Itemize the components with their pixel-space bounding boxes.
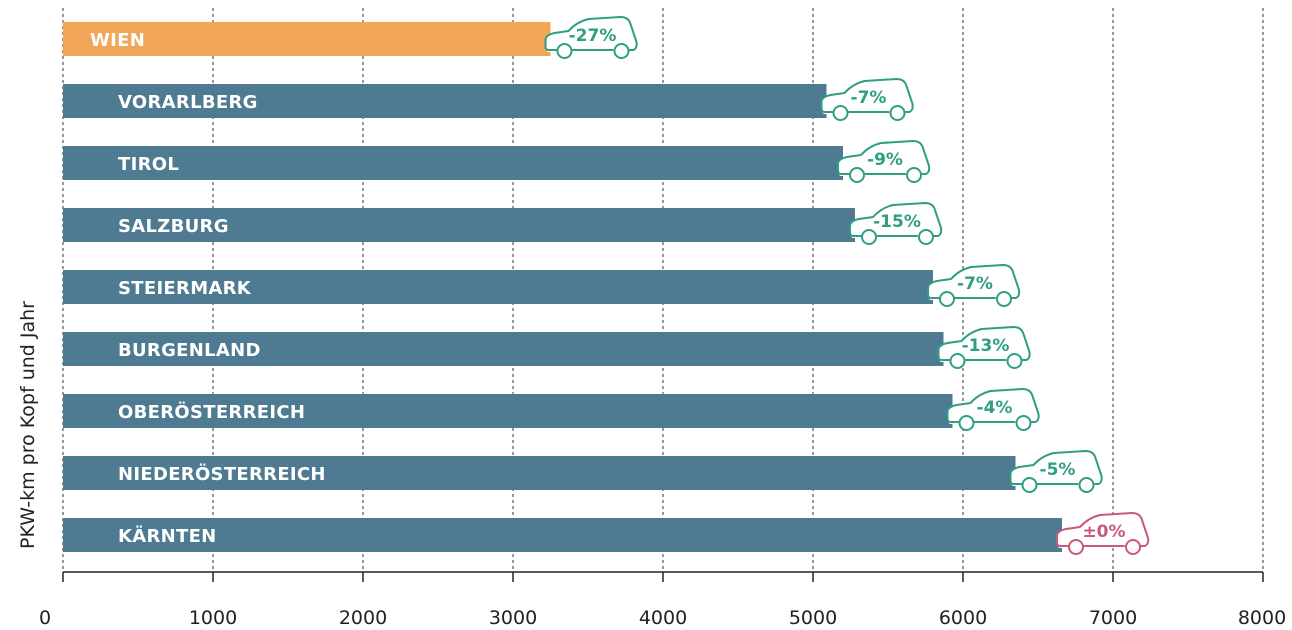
car-icon-fill	[545, 17, 637, 52]
x-tick-label: 4000	[639, 607, 687, 629]
x-tick-label: 3000	[489, 607, 537, 629]
x-tick-label: 5000	[789, 607, 837, 629]
car-wheel-icon	[849, 167, 865, 183]
car-icon-fill	[1057, 513, 1149, 548]
bar-label: WIEN	[90, 30, 145, 51]
car-wheel-icon	[832, 105, 849, 121]
car-icon	[946, 388, 1040, 423]
car-icon	[927, 264, 1021, 299]
car-wheel-icon	[1006, 353, 1023, 369]
x-tick-label: 7000	[1089, 607, 1137, 629]
change-badge: -5%	[1009, 450, 1103, 493]
car-wheel-icon	[958, 415, 975, 431]
car-wheel-icon	[1015, 415, 1032, 431]
bar-label: NIEDERÖSTERREICH	[118, 463, 326, 485]
car-icon	[849, 202, 943, 237]
car-wheel-icon	[613, 43, 630, 59]
car-wheel-icon	[1021, 477, 1038, 493]
change-label: -4%	[977, 398, 1013, 418]
car-wheel-icon	[906, 167, 922, 183]
car-wheel-icon	[1078, 477, 1095, 493]
change-label: ±0%	[1082, 522, 1125, 542]
change-badge: ±0%	[1056, 512, 1150, 555]
x-tick-label: 0	[39, 607, 51, 629]
car-wheel-icon	[939, 291, 955, 307]
bar	[63, 146, 843, 180]
change-badge: -13%	[937, 326, 1031, 369]
bar-label: VORARLBERG	[118, 92, 258, 113]
car-icon	[937, 326, 1031, 361]
car-wheel-icon	[996, 291, 1012, 307]
car-icon	[1056, 512, 1150, 547]
change-badge: -27%	[544, 16, 638, 59]
bar-label: KÄRNTEN	[118, 525, 217, 547]
car-wheel-icon	[918, 229, 934, 245]
bars: WIEN -27% VORARLBERG -7% TIROL -9% SALZBURG -15…	[63, 16, 1150, 555]
change-label: -13%	[962, 336, 1010, 356]
bar	[63, 394, 953, 428]
bar	[63, 456, 1016, 490]
change-badge: -4%	[946, 388, 1040, 431]
car-icon	[837, 140, 931, 175]
car-wheel-icon	[949, 353, 966, 369]
car-wheel-icon	[556, 43, 573, 59]
change-badge: -7%	[927, 264, 1021, 307]
bar	[63, 518, 1062, 552]
change-badge: -7%	[820, 78, 914, 121]
bar	[63, 270, 933, 304]
bar	[63, 208, 855, 242]
bar-label: TIROL	[118, 154, 179, 175]
change-label: -5%	[1040, 460, 1076, 480]
y-axis-title: PKW-km pro Kopf und Jahr	[17, 301, 39, 549]
car-icon-fill	[1010, 451, 1102, 486]
car-icon-fill	[850, 203, 942, 238]
bar-label: SALZBURG	[118, 216, 229, 237]
bar	[63, 332, 944, 366]
bar-label: BURGENLAND	[118, 340, 261, 361]
car-icon	[820, 78, 914, 113]
car-wheel-icon	[1068, 539, 1084, 555]
change-label: -9%	[867, 150, 903, 170]
change-label: -27%	[569, 26, 617, 46]
change-badge: -9%	[837, 140, 931, 183]
car-wheel-icon	[889, 105, 906, 121]
change-label: -7%	[957, 274, 993, 294]
x-tick-label: 8000	[1238, 607, 1286, 629]
car-icon-fill	[821, 79, 913, 114]
x-tick-label: 6000	[939, 607, 987, 629]
bar	[63, 22, 551, 56]
car-icon-fill	[947, 389, 1039, 424]
change-label: -15%	[873, 212, 921, 232]
x-tick-label: 2000	[339, 607, 387, 629]
bar-label: OBERÖSTERREICH	[118, 401, 305, 423]
x-tick-label: 1000	[189, 607, 237, 629]
x-axis: 0 1000 2000 3000 4000 5000 6000 7000 8000	[39, 571, 1286, 629]
change-label: -7%	[851, 88, 887, 108]
change-badge: -15%	[849, 202, 943, 245]
bar	[63, 84, 827, 118]
car-icon-fill	[838, 141, 930, 176]
car-icon-fill	[928, 265, 1020, 300]
car-icon	[1009, 450, 1103, 485]
car-wheel-icon	[861, 229, 877, 245]
car-wheel-icon	[1125, 539, 1141, 555]
car-icon-fill	[938, 327, 1030, 362]
car-icon	[544, 16, 638, 51]
bar-label: STEIERMARK	[118, 278, 252, 299]
